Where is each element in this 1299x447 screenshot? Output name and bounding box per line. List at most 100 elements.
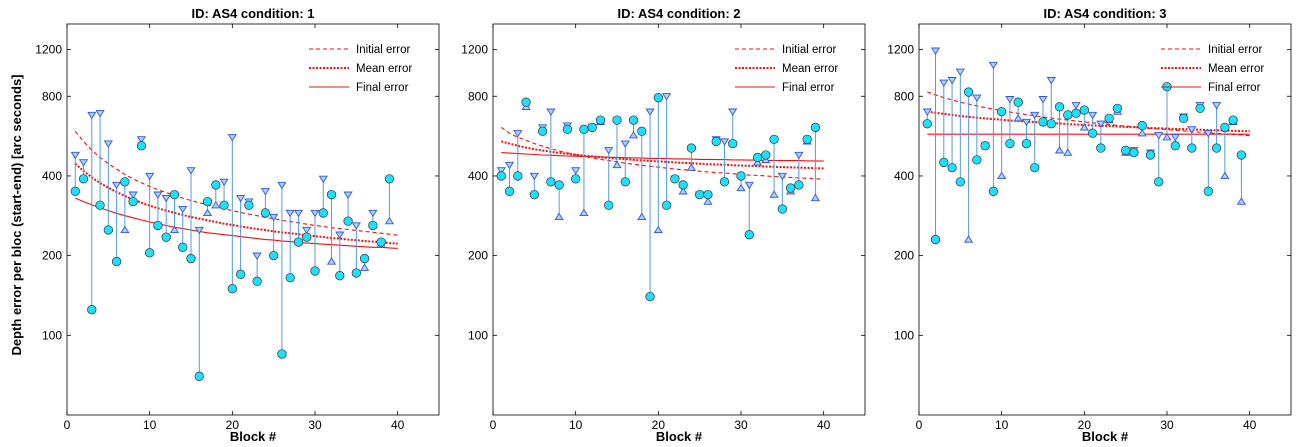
start-error-marker — [285, 209, 295, 218]
final-error-curve — [501, 152, 824, 162]
mean-error-curve — [927, 110, 1250, 133]
start-error-marker — [351, 222, 361, 230]
start-error-marker — [736, 183, 746, 192]
end-error-marker — [293, 237, 304, 247]
panel-condition-3: ID: AS4 condition: 3 Block # 0 10 20 30 40 10… — [887, 6, 1292, 444]
start-error-marker — [686, 163, 697, 171]
start-error-marker — [653, 225, 663, 234]
end-error-marker — [244, 200, 254, 210]
plot-frame — [492, 23, 866, 416]
end-error-marker — [169, 189, 180, 200]
end-error-marker — [302, 232, 312, 242]
start-error-marker — [963, 235, 974, 243]
end-error-marker — [794, 180, 804, 190]
end-error-marker — [744, 230, 754, 240]
y-tick-label: 1200 — [887, 43, 914, 57]
start-error-marker — [1096, 120, 1106, 128]
final-error-curve — [75, 197, 398, 249]
end-error-marker — [1220, 122, 1230, 133]
x-tick-label: 30 — [734, 418, 748, 432]
y-tick-label: 1200 — [35, 43, 62, 57]
start-error-marker — [744, 181, 754, 190]
start-error-marker — [513, 130, 523, 138]
start-error-marker — [111, 181, 122, 190]
end-error-marker — [359, 253, 370, 264]
start-error-marker — [1220, 171, 1230, 180]
end-error-marker — [761, 150, 771, 160]
end-error-marker — [612, 115, 622, 125]
end-error-marker — [653, 93, 663, 103]
start-error-marker — [219, 178, 229, 187]
end-error-marker — [153, 220, 163, 231]
start-error-marker — [1079, 123, 1089, 131]
y-tick-label: 200 — [468, 249, 488, 263]
y-tick-label: 400 — [42, 169, 62, 183]
x-tick-label: 40 — [817, 418, 831, 432]
end-error-marker — [227, 284, 237, 294]
start-error-marker — [120, 225, 130, 234]
end-error-marker — [202, 196, 213, 207]
initial-error-curve — [74, 130, 398, 236]
start-error-marker — [504, 161, 515, 170]
y-tick-label: 800 — [42, 89, 62, 103]
end-error-marker — [145, 248, 155, 258]
start-error-marker — [703, 197, 713, 205]
start-error-marker — [95, 110, 105, 118]
start-error-marker — [1162, 132, 1172, 141]
panel-condition-1: ID: AS4 condition: 1 Block # 0 10 20 30 40 10… — [35, 6, 440, 444]
end-error-marker — [1195, 103, 1205, 114]
start-error-marker — [972, 94, 982, 102]
x-tick-label: 30 — [308, 418, 322, 432]
start-error-marker — [1030, 111, 1040, 120]
start-error-marker — [335, 231, 345, 239]
start-error-marker — [211, 200, 221, 209]
x-tick-label: 0 — [916, 418, 923, 432]
end-error-marker — [1005, 138, 1015, 149]
end-error-marker — [1129, 147, 1139, 158]
end-error-marker — [719, 177, 730, 187]
start-error-marker — [628, 130, 639, 139]
start-error-marker — [103, 140, 113, 148]
x-tick-label: 0 — [64, 418, 71, 432]
end-error-marker — [318, 208, 328, 218]
end-error-marker — [777, 204, 787, 214]
end-error-marker — [802, 134, 812, 144]
end-error-marker — [785, 183, 796, 193]
start-error-marker — [1170, 134, 1180, 142]
legend-label: Final error — [782, 82, 835, 94]
initial-error-curve — [927, 91, 1250, 137]
start-error-marker — [169, 225, 180, 234]
panel-title: ID: AS4 condition: 2 — [617, 6, 740, 21]
end-error-marker — [571, 174, 581, 184]
start-error-marker — [1187, 126, 1197, 134]
start-error-marker — [1203, 130, 1213, 138]
start-error-marker — [202, 208, 213, 217]
start-error-marker — [186, 167, 196, 175]
end-error-marker — [1145, 150, 1156, 160]
start-error-marker — [810, 193, 821, 202]
end-error-marker — [1030, 162, 1040, 173]
end-error-marker — [269, 250, 279, 261]
start-error-marker — [496, 167, 506, 175]
end-error-marker — [554, 180, 564, 190]
end-error-marker — [930, 234, 941, 245]
start-error-marker — [579, 208, 589, 217]
end-error-marker — [562, 124, 573, 134]
x-tick-label: 20 — [652, 418, 666, 432]
end-error-marker — [1154, 177, 1164, 187]
start-error-marker — [1005, 96, 1015, 104]
end-error-marker — [326, 189, 337, 200]
start-error-marker — [546, 108, 556, 116]
end-error-marker — [194, 371, 204, 381]
start-error-marker — [777, 172, 787, 181]
x-axis-label: Block # — [230, 429, 277, 444]
end-error-marker — [1046, 119, 1056, 129]
start-error-marker — [194, 226, 204, 235]
start-error-marker — [620, 140, 630, 148]
start-error-marker — [1013, 114, 1023, 122]
end-error-marker — [736, 171, 746, 181]
start-error-marker — [604, 147, 614, 155]
end-error-marker — [963, 87, 974, 97]
end-error-marker — [376, 237, 386, 247]
end-error-marker — [219, 200, 229, 210]
